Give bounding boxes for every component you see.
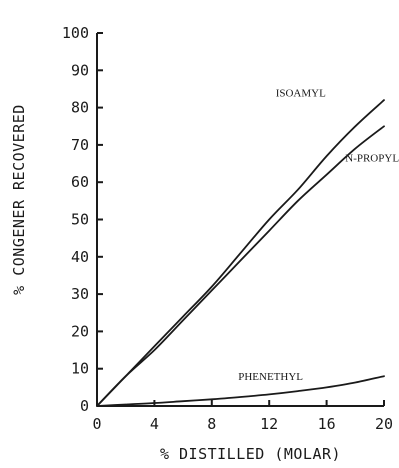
series-label-isoamyl: ISOAMYL (276, 87, 326, 99)
x-tick-label: 0 (92, 415, 101, 433)
y-tick-label: 80 (71, 99, 89, 117)
series-label-phenethyl: PHENETHYL (238, 371, 303, 383)
x-axis-title: % DISTILLED (MOLAR) (160, 445, 341, 463)
series-line-isoamyl (96, 99, 385, 407)
y-axis-title: % CONGENER RECOVERED (10, 104, 28, 295)
series-line-n-propyl (96, 125, 385, 407)
y-tick-label: 0 (80, 397, 89, 415)
y-tick-label: 30 (71, 285, 89, 303)
x-tick-label: 20 (375, 415, 393, 433)
series-lines (96, 99, 385, 407)
y-tick-label: 90 (71, 61, 89, 79)
x-tick-label: 4 (150, 415, 159, 433)
series-line-phenethyl (96, 375, 385, 407)
x-tick-label: 16 (318, 415, 336, 433)
series-label-n-propyl: N-PROPYL (345, 153, 399, 165)
series-labels: ISOAMYL N-PROPYL PHENETHYL (238, 87, 399, 382)
y-tick-label: 70 (71, 136, 89, 154)
x-tick-label: 8 (207, 415, 216, 433)
y-tick-label: 10 (71, 360, 89, 378)
x-axis-ticks: 0 4 8 12 16 20 (92, 400, 393, 433)
y-tick-label: 50 (71, 211, 89, 229)
y-tick-label: 60 (71, 173, 89, 191)
y-tick-label: 40 (71, 248, 89, 266)
x-tick-label: 12 (260, 415, 278, 433)
y-tick-label: 100 (62, 24, 89, 42)
y-tick-label: 20 (71, 322, 89, 340)
y-axis-ticks: 0 10 20 30 40 50 60 70 80 90 100 (62, 24, 103, 415)
